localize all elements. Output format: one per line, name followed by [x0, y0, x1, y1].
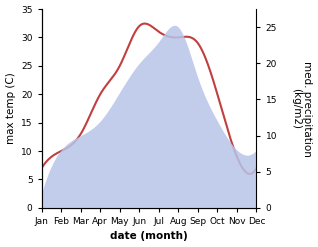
Y-axis label: med. precipitation
(kg/m2): med. precipitation (kg/m2)	[291, 61, 313, 156]
Y-axis label: max temp (C): max temp (C)	[5, 73, 16, 144]
X-axis label: date (month): date (month)	[110, 231, 188, 242]
